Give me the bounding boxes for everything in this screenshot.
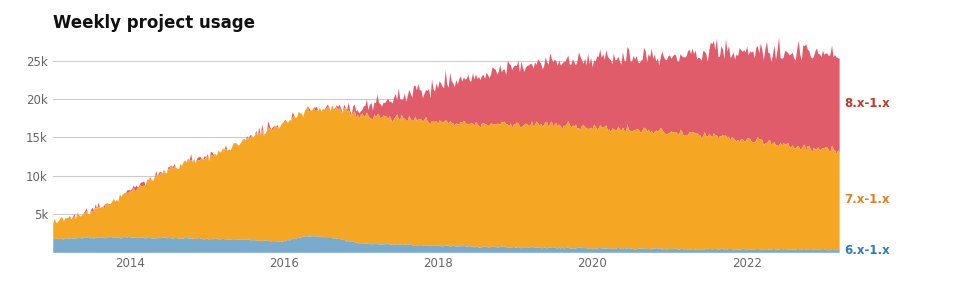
- Text: Weekly project usage: Weekly project usage: [53, 14, 255, 32]
- Text: 8.x-1.x: 8.x-1.x: [845, 97, 890, 110]
- Text: 7.x-1.x: 7.x-1.x: [845, 193, 890, 206]
- Text: 6.x-1.x: 6.x-1.x: [845, 244, 890, 257]
